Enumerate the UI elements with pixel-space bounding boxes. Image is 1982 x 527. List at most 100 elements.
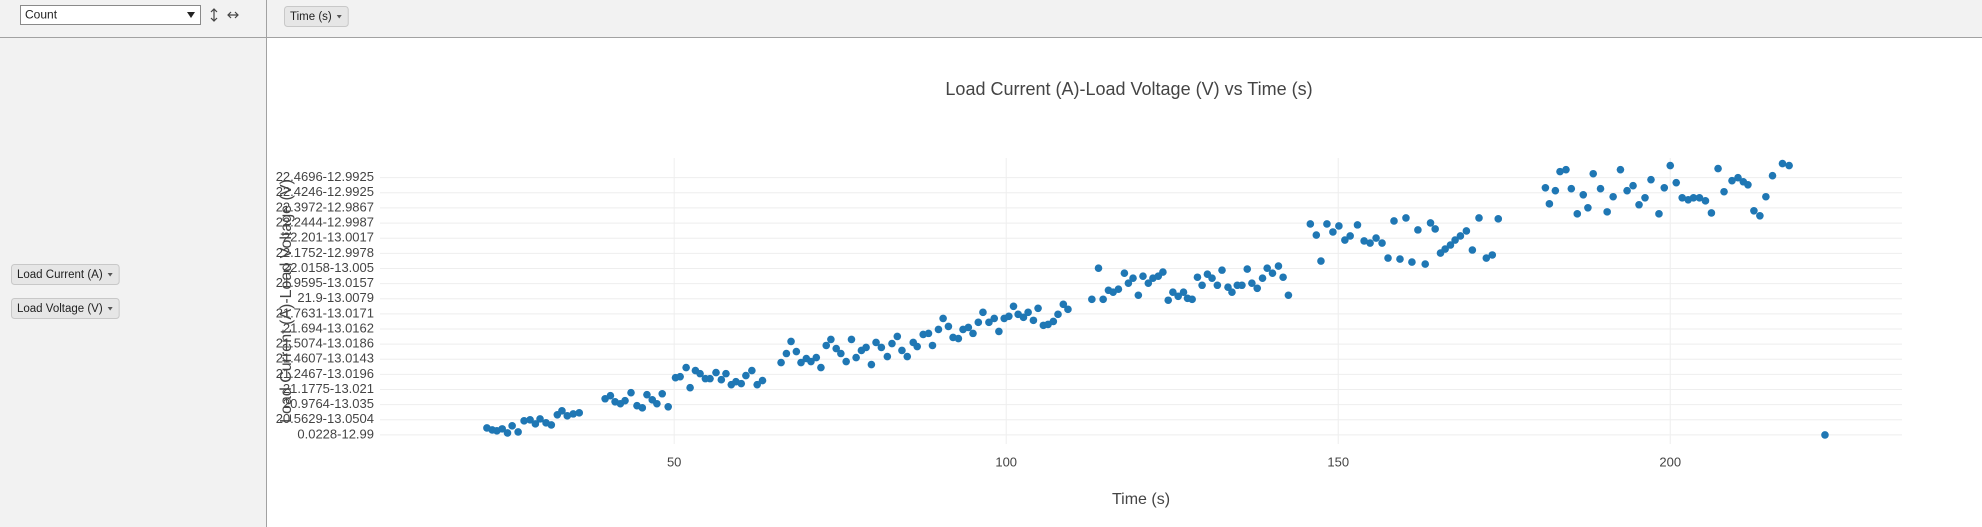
point (1421, 260, 1430, 268)
pill-box[interactable] (284, 6, 349, 27)
point (1475, 214, 1483, 222)
point (1714, 164, 1722, 173)
point (1114, 285, 1123, 293)
point (1431, 225, 1439, 233)
point (1762, 192, 1770, 201)
point (1139, 272, 1147, 280)
point (1390, 217, 1398, 225)
point (893, 332, 902, 341)
select-box[interactable] (20, 5, 201, 25)
point (520, 417, 528, 425)
point (1346, 232, 1354, 240)
pill-label[interactable]: Load Current (A) (17, 269, 103, 281)
point (1623, 186, 1631, 195)
select-arrow[interactable] (187, 12, 195, 18)
point (1124, 279, 1133, 287)
y-tick-label: 21.5074-13.0186 (276, 336, 374, 351)
point (1238, 281, 1246, 290)
field-pill[interactable]: Load Current (A) (11, 264, 120, 285)
point (964, 323, 973, 332)
point (1441, 245, 1449, 253)
point (1629, 181, 1637, 190)
pill-arrow[interactable] (107, 273, 113, 277)
point (969, 329, 977, 338)
point (1144, 279, 1153, 287)
y-tick-label: 22.2444-12.9987 (276, 215, 374, 230)
point (1263, 264, 1271, 272)
field-pill[interactable]: Time (s) (284, 6, 349, 27)
point (1451, 236, 1459, 244)
point (1408, 258, 1416, 266)
point (1120, 269, 1129, 277)
pill-arrow[interactable] (336, 15, 342, 19)
point (822, 341, 831, 350)
select-value[interactable]: Count (25, 8, 58, 22)
point (563, 412, 572, 420)
point (1099, 295, 1107, 304)
pill-box[interactable] (11, 264, 120, 285)
point (1335, 222, 1343, 230)
x-axis-title: Time (s) (1112, 491, 1170, 508)
point (872, 338, 880, 347)
point (1446, 241, 1455, 249)
point (1728, 176, 1736, 185)
point (817, 363, 825, 372)
y-tick-label: 22.3972-12.9867 (276, 199, 374, 214)
y-tick-label: 20.9764-13.035 (283, 396, 374, 411)
field-pill[interactable]: Load Voltage (V) (11, 298, 120, 319)
point (1616, 165, 1625, 174)
icon[interactable] (227, 11, 239, 19)
point (1701, 197, 1710, 205)
point (1468, 246, 1477, 254)
point (1655, 210, 1663, 218)
point (1366, 239, 1374, 247)
point (990, 314, 999, 323)
point (995, 327, 1003, 336)
y-axis-title: Load Current (A)-Load Voltage (V) (278, 179, 295, 423)
y-tick-label: 22.0158-13.005 (283, 260, 374, 275)
point (1019, 313, 1028, 322)
point (1372, 234, 1380, 242)
aggregator-select[interactable]: Count (20, 5, 201, 25)
point (696, 369, 704, 378)
point (1579, 190, 1588, 199)
pill-label[interactable]: Load Voltage (V) (17, 303, 103, 315)
point (903, 352, 912, 361)
y-tick-label: 21.694-13.0162 (283, 320, 374, 335)
sort-cols-icon[interactable] (227, 11, 239, 19)
point (1253, 284, 1262, 293)
icon[interactable] (210, 8, 218, 22)
point (832, 344, 841, 353)
point (547, 421, 556, 429)
point (503, 429, 512, 437)
point (536, 415, 544, 423)
point (812, 353, 821, 362)
point (1426, 219, 1435, 227)
point (1228, 288, 1236, 297)
point (1258, 274, 1267, 282)
y-tick-label: 22.4246-12.9925 (276, 184, 374, 199)
point (1821, 431, 1829, 439)
y-tick-label: 20.5629-13.0504 (276, 411, 374, 426)
point (1734, 173, 1742, 182)
point (777, 358, 785, 367)
sort-rows-icon[interactable] (210, 8, 218, 22)
point (1054, 310, 1062, 319)
pill-arrow[interactable] (107, 307, 113, 311)
point (1268, 269, 1277, 277)
point (1584, 203, 1592, 212)
point (1695, 193, 1704, 202)
point (1279, 273, 1287, 282)
y-tick-label: 21.4607-13.0143 (276, 351, 374, 366)
point (1641, 193, 1649, 202)
point (682, 363, 690, 372)
point (944, 322, 953, 331)
point (1129, 274, 1137, 282)
point (792, 347, 801, 356)
pill-label[interactable]: Time (s) (290, 11, 332, 23)
point (1750, 207, 1758, 215)
pill-box[interactable] (11, 298, 120, 319)
point (653, 399, 661, 408)
point (1169, 288, 1177, 297)
